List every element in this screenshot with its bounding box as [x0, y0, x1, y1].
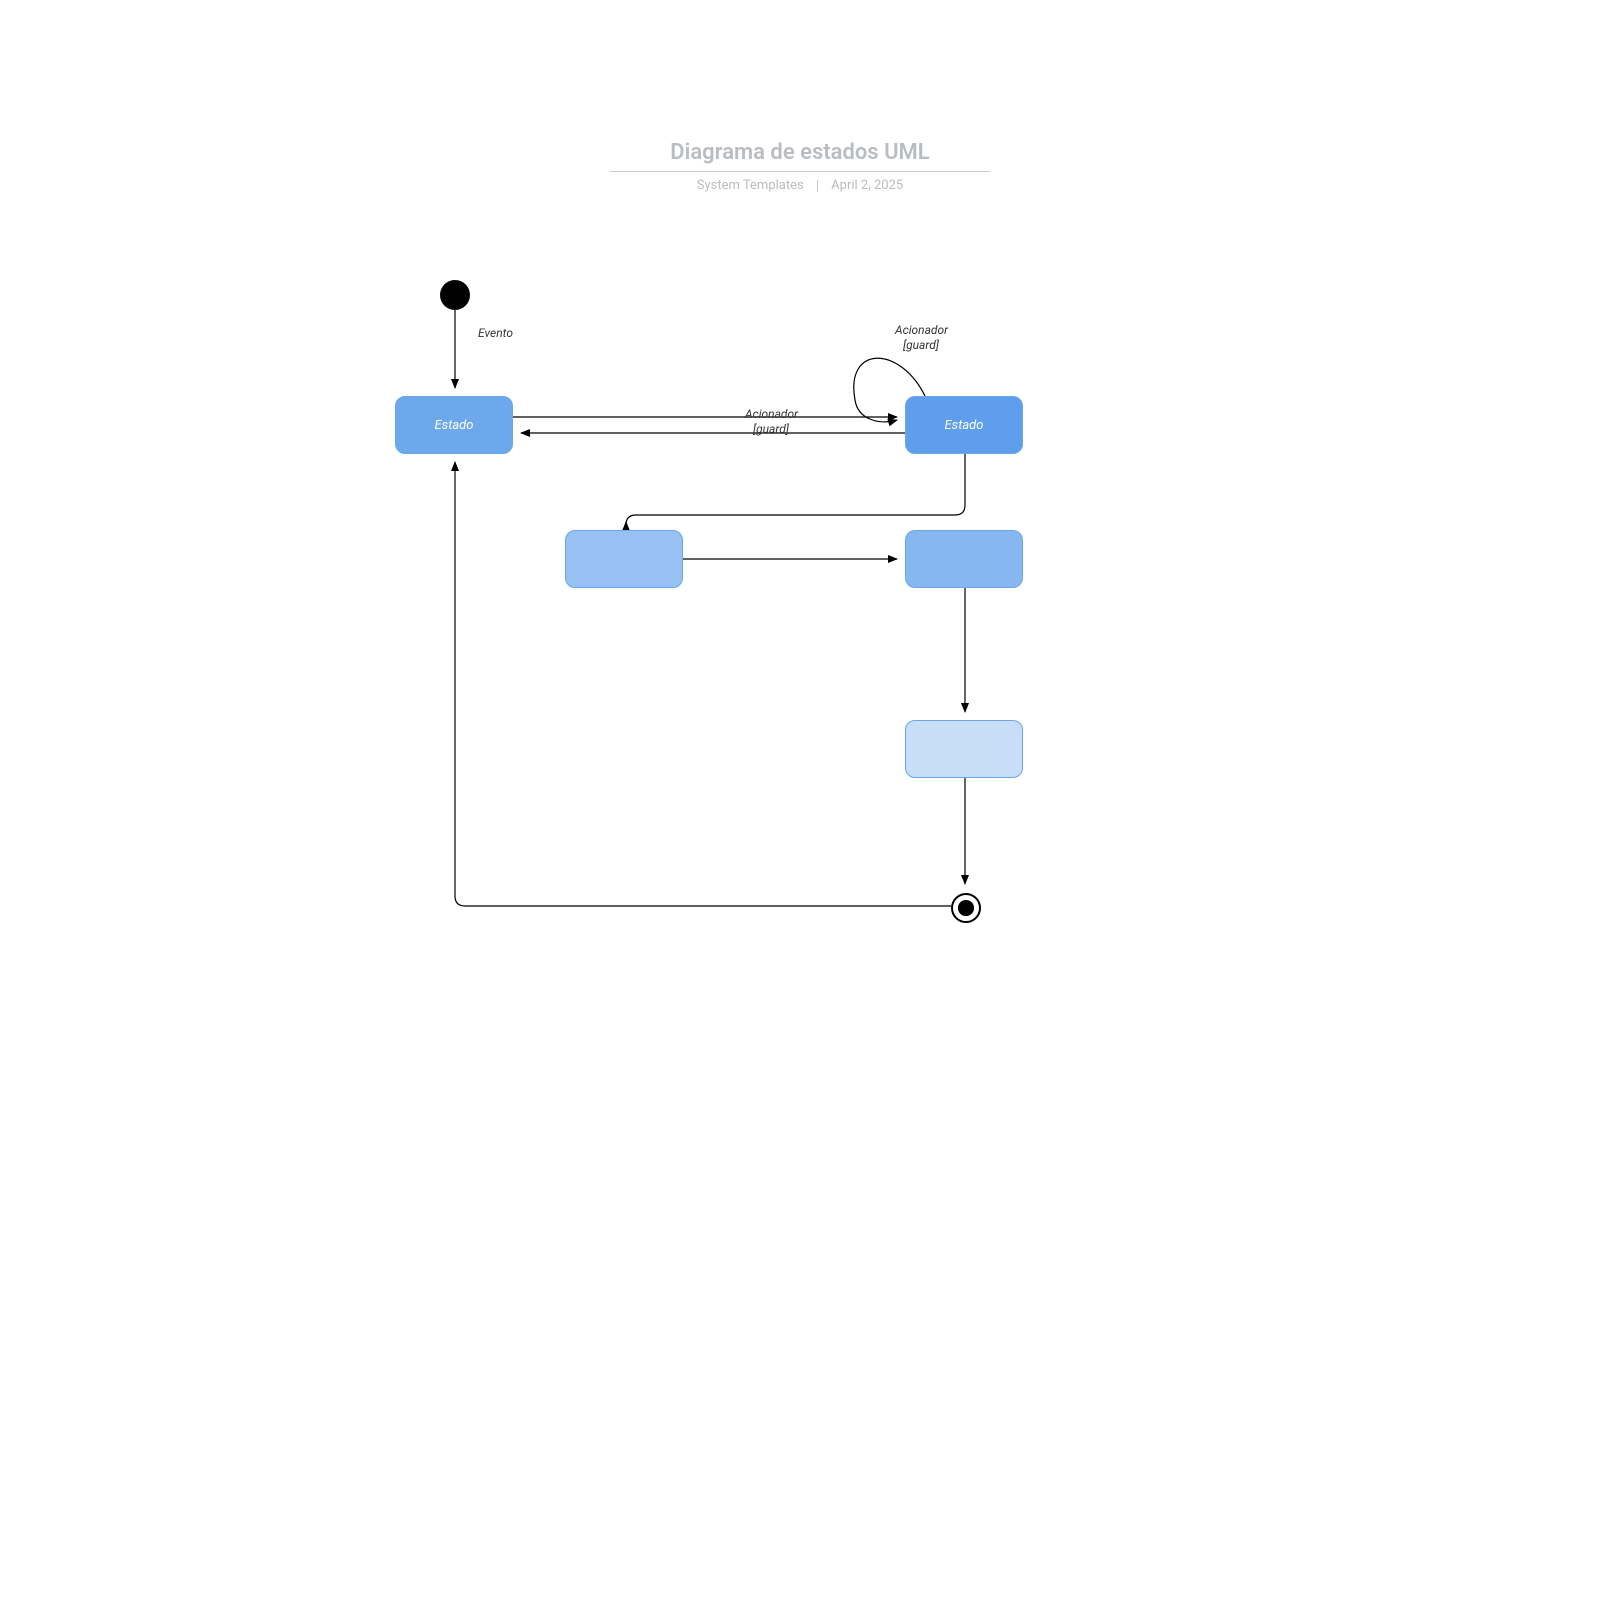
- diagram-canvas: EstadoEstado EventoAcionador[guard]Acion…: [0, 0, 1600, 1600]
- state-node-s4: [905, 530, 1023, 588]
- state-node-s5: [905, 720, 1023, 778]
- edge-label-acion2_a: Acionador: [895, 323, 948, 338]
- edge-s2-s3-4: [626, 454, 965, 525]
- edge-label-acion1_b: [guard]: [753, 422, 789, 437]
- edge-label-acion2_b: [guard]: [903, 338, 939, 353]
- state-node-s2: Estado: [905, 396, 1023, 454]
- edge-label-evento: Evento: [478, 326, 513, 341]
- state-node-s3: [565, 530, 683, 588]
- state-node-s1: Estado: [395, 396, 513, 454]
- edges-layer: [0, 0, 1600, 1600]
- edge-final-s1-8: [455, 462, 951, 906]
- initial-state: [440, 280, 470, 310]
- edge-label-acion1_a: Acionador: [745, 407, 798, 422]
- final-state: [951, 893, 981, 923]
